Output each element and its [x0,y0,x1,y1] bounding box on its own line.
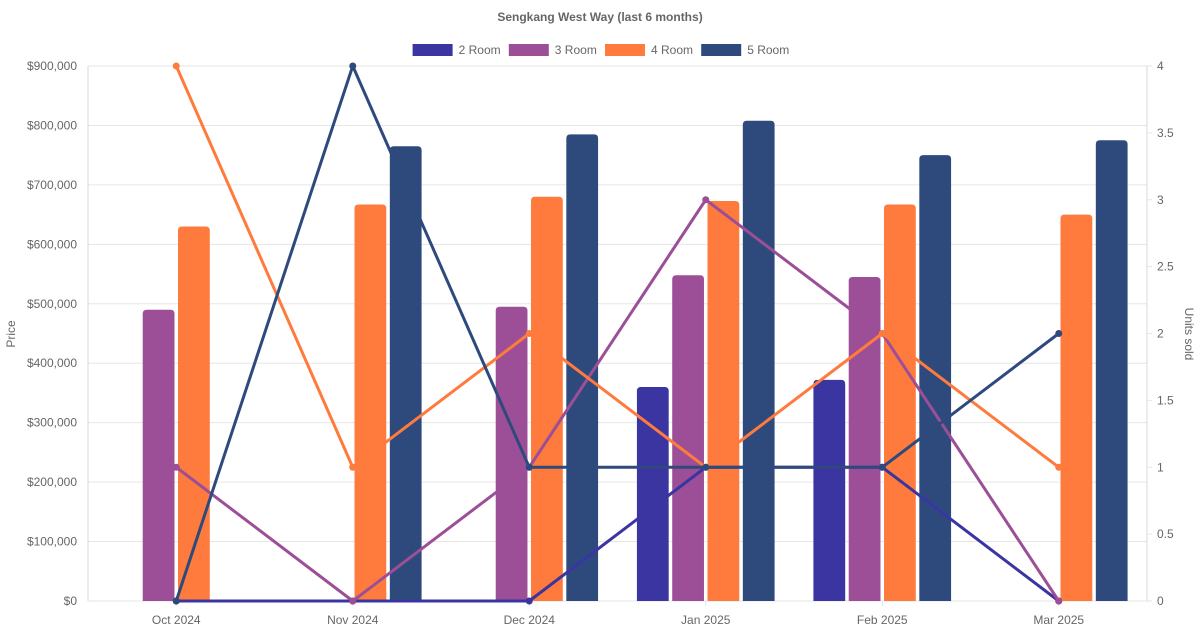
point-3-room[interactable] [349,597,357,605]
legend-swatch [508,44,549,56]
x-tick-label: Feb 2025 [857,613,908,627]
bar-4-room[interactable] [354,204,387,601]
line-4-room[interactable] [174,65,1060,469]
point-5-room[interactable] [878,463,886,471]
y-tick-label: $100,000 [27,535,77,549]
point-4-room[interactable] [525,330,533,337]
bar-4-room[interactable] [178,226,210,602]
y-tick-label: $800,000 [27,118,77,132]
legend-label: 5 Room [747,43,789,57]
line-2-room[interactable] [176,465,1060,603]
legend-item-2-room[interactable]: 2 Room [412,43,501,57]
y-tick-label: $700,000 [27,178,77,192]
y-tick-label: $300,000 [27,416,77,430]
y2-tick-label: 4 [1157,59,1164,73]
y-tick-label: $400,000 [27,356,77,370]
bar-4-room[interactable] [707,200,740,601]
chart-title: Sengkang West Way (last 6 months) [497,10,702,24]
legend-item-5-room[interactable]: 5 Room [701,43,789,57]
point-5-room[interactable] [172,597,180,605]
x-tick-label: Jan 2025 [681,613,731,627]
bar-5-room[interactable] [1095,140,1128,602]
x-tick-label: Nov 2024 [327,613,379,627]
y-axis-title: Price [4,320,18,348]
point-5-room[interactable] [702,463,710,471]
legend-item-4-room[interactable]: 4 Room [605,43,693,57]
bar-5-room[interactable] [389,146,422,601]
point-4-room[interactable] [878,330,886,337]
bar-5-room[interactable] [919,155,952,601]
bar-3-room[interactable] [495,306,528,601]
y2-tick-label: 2.5 [1157,260,1174,274]
grid-layer [87,65,1152,606]
y2-tick-label: 2 [1157,327,1164,341]
y2-tick-label: 1.5 [1157,393,1174,407]
bar-3-room[interactable] [142,309,175,601]
bar-5-room[interactable] [566,134,599,601]
point-3-room[interactable] [702,196,710,204]
legend-swatch [412,44,453,56]
bar-2-room[interactable] [813,379,846,601]
legend-item-3-room[interactable]: 3 Room [508,43,597,57]
bar-5-room[interactable] [742,120,775,601]
x-tick-label: Mar 2025 [1033,613,1084,627]
legend-swatch [701,44,742,56]
y-tick-label: $200,000 [27,475,77,489]
point-5-room[interactable] [349,62,357,70]
line-5-room[interactable] [174,64,1060,602]
line-3-room[interactable] [175,198,1061,603]
point-3-room[interactable] [172,463,180,471]
y-tick-label: $0 [64,594,78,608]
legend: 2 Room 3 Room 4 Room 5 Room [412,43,789,57]
x-tick-label: Dec 2024 [504,613,556,627]
bar-3-room[interactable] [672,275,704,601]
point-4-room[interactable] [349,463,357,471]
legend-label: 4 Room [651,43,693,57]
point-4-room[interactable] [172,62,180,70]
legend-label: 2 Room [459,43,501,57]
x-tick-label: Oct 2024 [152,613,201,627]
y2-tick-label: 0.5 [1157,527,1174,541]
y-tick-label: $900,000 [27,59,77,73]
y2-tick-label: 1 [1157,460,1164,474]
point-5-room[interactable] [1055,330,1063,337]
point-3-room[interactable] [1055,597,1063,605]
y-tick-label: $500,000 [27,297,77,311]
bar-2-room[interactable] [636,387,669,601]
y2-axis-title: Units sold [1182,308,1196,361]
y2-tick-label: 0 [1157,594,1164,608]
bar-layer [142,120,1128,602]
legend-label: 3 Room [555,43,597,57]
point-5-room[interactable] [525,463,533,471]
bar-4-room[interactable] [884,204,916,601]
line-layer [172,62,1063,605]
y2-tick-label: 3 [1157,193,1164,207]
point-4-room[interactable] [1055,463,1063,471]
bar-3-room[interactable] [848,277,881,601]
point-2-room[interactable] [525,597,533,605]
axis-layer: $0 $100,000 $200,000 $300,000 $400,000 $500,0… [27,59,1174,627]
y2-tick-label: 3.5 [1157,126,1174,140]
bar-4-room[interactable] [531,196,563,601]
y-tick-label: $600,000 [27,237,77,251]
bar-4-room[interactable] [1060,214,1093,601]
legend-swatch [605,44,645,56]
